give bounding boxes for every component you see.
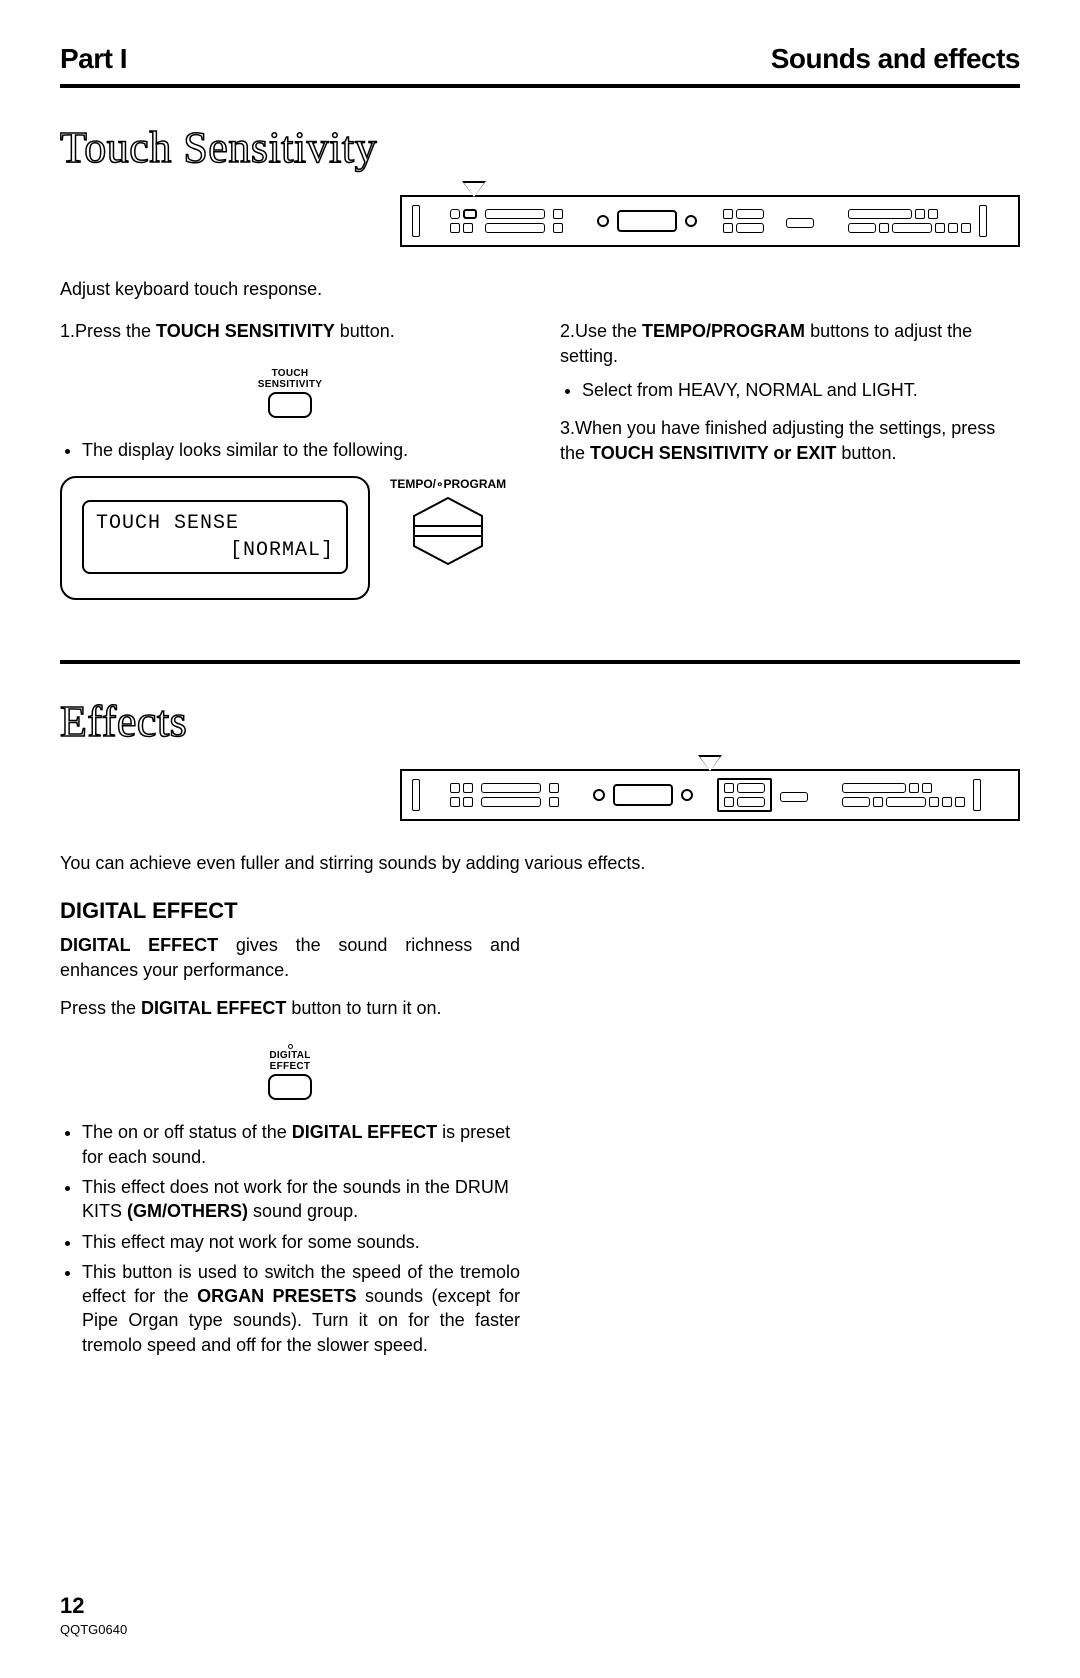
control-panel-outline [400,195,1020,247]
title-touch-sensitivity: Touch Sensitivity [60,118,1020,177]
effects-bullet-1: The on or off status of the DIGITAL EFFE… [82,1120,520,1169]
effects-bullet-3: This effect may not work for some sounds… [82,1230,520,1254]
step-1: 1.Press the TOUCH SENSITIVITY button. [60,319,520,343]
page-footer: 12 QQTG0640 [60,1591,1020,1638]
touch-bullet-2: Select from HEAVY, NORMAL and LIGHT. [582,378,1020,402]
control-panel-outline [400,769,1020,821]
step-3: 3.When you have finished adjusting the s… [560,416,1020,465]
pointer-arrow-icon [464,183,484,197]
effects-intro: You can achieve even fuller and stirring… [60,851,1020,875]
panel-slot-icon [973,779,981,811]
keyboard-panel-diagram-1 [60,195,1020,247]
hexagon-button-icon [412,496,484,566]
digital-effect-p1: DIGITAL EFFECT gives the sound richness … [60,933,520,982]
button-outline-icon [268,392,312,418]
panel-slot-icon [979,205,987,237]
right-column: 2.Use the TEMPO/PROGRAM buttons to adjus… [560,319,1020,610]
step-2: 2.Use the TEMPO/PROGRAM buttons to adjus… [560,319,1020,368]
part-label: Part I [60,40,127,78]
lcd-display-diagram: TOUCH SENSE [NORMAL] [60,476,370,600]
page-header: Part I Sounds and effects [60,40,1020,88]
button-outline-icon [268,1074,312,1100]
lcd-line-2: [NORMAL] [96,537,334,564]
panel-slot-icon [412,779,420,811]
effects-left-column: DIGITAL EFFECT gives the sound richness … [60,933,520,1371]
section-divider [60,660,1020,664]
panel-slot-icon [412,205,420,237]
touch-sensitivity-button-diagram: TOUCH SENSITIVITY [60,368,520,418]
lcd-line-1: TOUCH SENSE [96,510,334,537]
section-label: Sounds and effects [771,40,1020,78]
pointer-arrow-icon [700,757,720,771]
keyboard-panel-diagram-2 [60,769,1020,821]
tempo-program-button-diagram: TEMPO/∘PROGRAM [390,476,506,566]
touch-bullet-1: The display looks similar to the followi… [82,438,520,462]
left-column: 1.Press the TOUCH SENSITIVITY button. TO… [60,319,520,610]
led-dot-icon [288,1044,293,1049]
digital-effect-heading: DIGITAL EFFECT [60,896,1020,926]
effects-bullet-2: This effect does not work for the sounds… [82,1175,520,1224]
effects-bullet-4: This button is used to switch the speed … [82,1260,520,1357]
document-id: QQTG0640 [60,1621,1020,1639]
digital-effect-button-diagram: DIGITAL EFFECT [60,1044,520,1100]
title-effects: Effects [60,692,1020,751]
page-number: 12 [60,1591,1020,1621]
touch-intro: Adjust keyboard touch response. [60,277,1020,301]
digital-effect-p2: Press the DIGITAL EFFECT button to turn … [60,996,520,1020]
